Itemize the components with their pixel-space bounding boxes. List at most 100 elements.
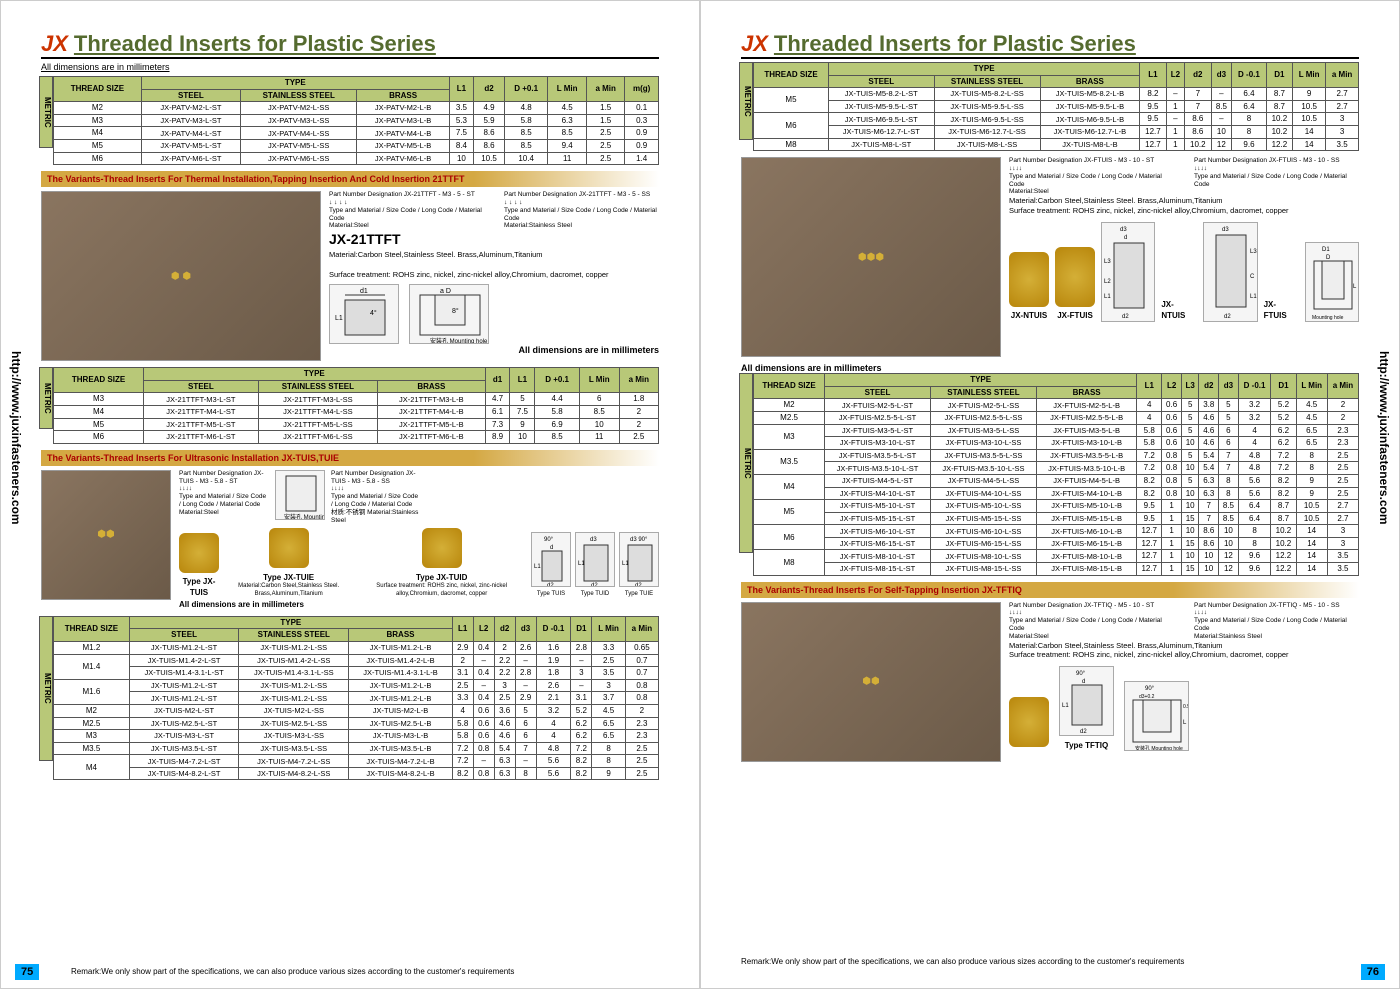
dim-note-3: All dimensions are in millimeters [179, 599, 659, 610]
logo: JX [41, 31, 68, 57]
svg-text:d: d [1124, 235, 1127, 241]
dim-note-4: All dimensions are in millimeters [741, 363, 1359, 373]
svg-text:d3: d3 [1120, 227, 1127, 233]
metric-tab: METRIC [39, 76, 53, 148]
product2-diagram: Part Number Designation JX-TUIS - M3 - 5… [179, 470, 659, 610]
diag-ftuis: d3L3CL1d2 [1203, 222, 1257, 322]
svg-text:Mounting hole: Mounting hole [1312, 315, 1344, 321]
diag-ntuis: d3 d L3 L2 L1 d2 [1101, 222, 1155, 322]
page-title-r: Threaded Inserts for Plastic Series [774, 31, 1136, 57]
svg-text:L3: L3 [1250, 249, 1257, 255]
page-left: http://www.juxinfasteners.com JX Threade… [0, 0, 700, 989]
svg-text:90°: 90° [1145, 686, 1155, 692]
remark-left: Remark:We only show part of the specific… [71, 967, 514, 976]
variant-bar-3: The Variants-Thread Inserts For Self-Tap… [741, 582, 1359, 598]
svg-text:L3: L3 [1104, 259, 1111, 265]
metric-tab-3: METRIC [39, 616, 53, 761]
pn-desig-3: Part Number Designation JX-TUIS - M3 - 5… [179, 470, 269, 517]
svg-text:d2: d2 [635, 583, 642, 587]
pn-desig-6: Part Number Designation JX-FTUIS - M3 - … [1194, 157, 1359, 196]
pn-desig-7: Part Number Designation JX-TFTIQ - M5 - … [1009, 602, 1174, 641]
svg-text:d3+0.2: d3+0.2 [1139, 694, 1155, 700]
type-tuis: Type JX-TUIS [179, 533, 219, 599]
svg-text:L1: L1 [1104, 294, 1111, 300]
svg-text:L: L [1183, 720, 1187, 726]
logo-r: JX [741, 31, 768, 57]
svg-text:L2: L2 [1104, 279, 1111, 285]
svg-text:L: L [1353, 284, 1357, 290]
svg-text:d3 90°: d3 90° [630, 537, 648, 543]
page-num-left: 75 [15, 964, 39, 980]
product1-surface: Surface treatment: ROHS zinc, nickel, zi… [329, 270, 659, 280]
svg-text:a D: a D [440, 288, 451, 295]
svg-text:安装孔 Mounting hole: 安装孔 Mounting hole [284, 513, 325, 520]
side-url-left: http://www.juxinfasteners.com [9, 351, 23, 525]
svg-text:4°: 4° [370, 309, 377, 317]
product1-material: Material:Carbon Steel,Stainless Steel. B… [329, 250, 659, 260]
svg-text:安装孔 Mounting hole: 安装孔 Mounting hole [430, 337, 488, 344]
svg-text:d3: d3 [1222, 227, 1229, 233]
svg-text:L1: L1 [1062, 703, 1069, 709]
svg-text:d2: d2 [1224, 314, 1231, 320]
svg-text:L1: L1 [622, 561, 629, 567]
spec-table-3: THREAD SIZETYPEL1L2d2d3D -0.1D1L Mina Mi… [53, 616, 659, 781]
svg-text:d2: d2 [547, 583, 554, 587]
svg-text:D: D [1326, 255, 1331, 261]
type-diagrams: 90°dL1d2Type TUIS d3L1d2Type TUID d3 90°… [531, 532, 659, 599]
diagram-mh: a D 8° 安装孔 Mounting hole [409, 284, 489, 344]
product4-block: ⬢⬢ Part Number Designation JX-TFTIQ - M5… [741, 602, 1359, 762]
svg-text:L1: L1 [578, 561, 585, 567]
variant-bar-1: The Variants-Thread Inserts For Thermal … [41, 171, 659, 187]
spec-table-4: THREAD SIZETYPEL1L2d2d3D -0.1D1L Mina Mi… [753, 62, 1359, 151]
page-num-right: 76 [1361, 964, 1385, 980]
page-title: Threaded Inserts for Plastic Series [74, 31, 436, 57]
table2-wrap: METRIC THREAD SIZETYPEd1L1D +0.1L Mina M… [41, 367, 659, 444]
metric-tab-4: METRIC [739, 62, 753, 140]
product2-block: ⬢⬢ Part Number Designation JX-TUIS - M3 … [41, 470, 659, 610]
product3-diagram: Part Number Designation JX-FTUIS - M3 - … [1009, 157, 1359, 357]
table4-wrap: METRIC THREAD SIZETYPEL1L2d2d3D -0.1D1L … [741, 62, 1359, 151]
svg-text:L1: L1 [335, 315, 343, 322]
page-right: http://www.juxinfasteners.com JX Threade… [700, 0, 1400, 989]
product3-block: ⬢⬢⬢ Part Number Designation JX-FTUIS - M… [741, 157, 1359, 357]
svg-text:90°: 90° [1076, 671, 1086, 677]
svg-text:L1: L1 [534, 564, 541, 570]
svg-text:d1: d1 [360, 288, 368, 295]
pn-desig-4: Part Number Designation JX-TUIS - M3 - 5… [331, 470, 421, 525]
svg-text:d3: d3 [590, 537, 597, 543]
svg-text:d2: d2 [1122, 314, 1129, 320]
diag-mh2: 安装孔 Mounting hole [275, 470, 325, 520]
product4-photo: ⬢⬢ [741, 602, 1001, 762]
brass-insert-icon: ⬢ ⬢ [171, 271, 191, 282]
page-header-r: JX Threaded Inserts for Plastic Series [741, 31, 1359, 59]
svg-text:C: C [1250, 274, 1255, 280]
metric-tab-5: METRIC [739, 373, 753, 553]
table5-wrap: METRIC THREAD SIZETYPEL1L2L3d2d3D -0.1D1… [741, 373, 1359, 576]
svg-text:d2: d2 [1080, 729, 1087, 735]
product1-block: ⬢ ⬢ Part Number Designation JX-21TTFT - … [41, 191, 659, 361]
svg-text:安装孔 Mounting hole: 安装孔 Mounting hole [1135, 745, 1183, 751]
page-header: JX Threaded Inserts for Plastic Series [41, 31, 659, 59]
svg-text:d: d [550, 545, 553, 551]
svg-text:8°: 8° [452, 307, 459, 315]
diagram-d1: d1 L1 4° [329, 284, 399, 344]
spec-table-2: THREAD SIZETYPEd1L1D +0.1L Mina MinSTEEL… [53, 367, 659, 444]
pn-desig-5: Part Number Designation JX-FTUIS - M3 - … [1009, 157, 1174, 196]
type-tuie: Type JX-TUIEMaterial:Carbon Steel,Stainl… [225, 528, 352, 598]
diag-mh4: 90° d3+0.2 0.5+L1 L 安装孔 Mounting hole [1124, 681, 1189, 751]
diag-mh3: D1 D L Mounting hole [1305, 242, 1359, 322]
pn-desig-8: Part Number Designation JX-TFTIQ - M5 - … [1194, 602, 1359, 641]
pn-desig-1: Part Number Designation JX-21TTFT - M3 -… [329, 191, 484, 230]
product3-photo: ⬢⬢⬢ [741, 157, 1001, 357]
product4-diagram: Part Number Designation JX-TFTIQ - M5 - … [1009, 602, 1359, 762]
spec-table-5: THREAD SIZETYPEL1L2L3d2d3D -0.1D1L Mina … [753, 373, 1359, 576]
dim-note-2: All dimensions are in millimeters [329, 344, 659, 357]
svg-text:d2: d2 [591, 583, 598, 587]
svg-text:D1: D1 [1322, 247, 1330, 253]
side-url-right: http://www.juxinfasteners.com [1377, 351, 1391, 525]
spec-table-1: THREAD SIZETYPEL1d2D +0.1L Mina Minm(g)S… [53, 76, 659, 165]
product1-photo: ⬢ ⬢ [41, 191, 321, 361]
svg-text:d: d [1082, 679, 1085, 685]
svg-text:0.5+L1: 0.5+L1 [1183, 704, 1189, 710]
table3-wrap: METRIC THREAD SIZETYPEL1L2d2d3D -0.1D1L … [41, 616, 659, 781]
